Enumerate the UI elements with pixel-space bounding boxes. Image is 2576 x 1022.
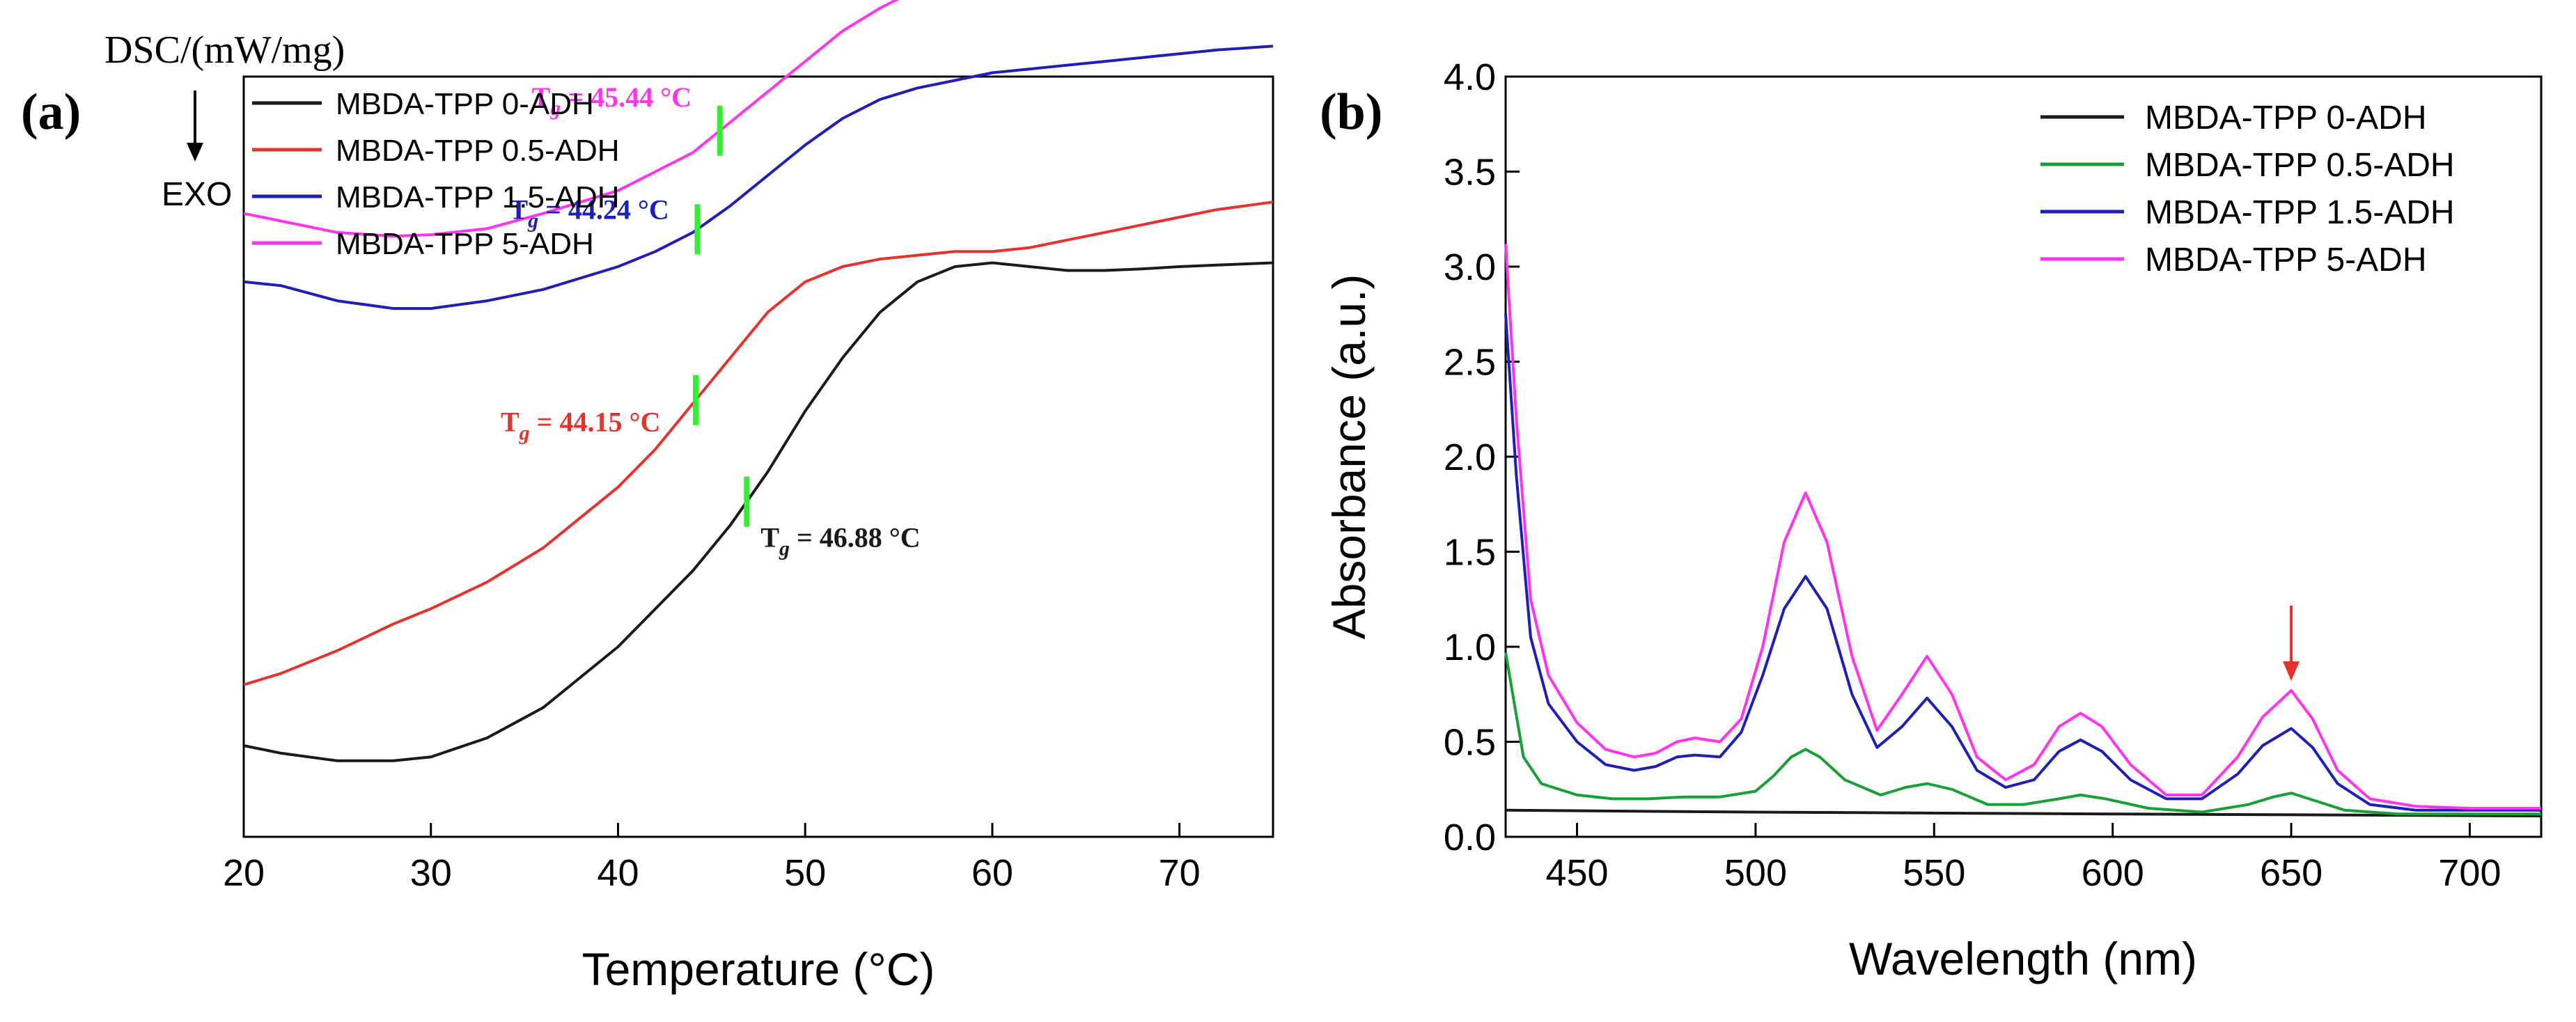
y-tick-label-0.0: 0.0 xyxy=(1444,817,1496,858)
x-tick-label-50: 50 xyxy=(784,852,826,894)
x-tick-label-60: 60 xyxy=(971,852,1013,894)
tg-label-4: Tg = 46.88 °C xyxy=(760,522,920,560)
arrow-head xyxy=(2283,661,2300,681)
x-tick-label-450: 450 xyxy=(1545,852,1608,894)
legend-label-mbda-tpp-0-5-adh: MBDA-TPP 0.5-ADH xyxy=(336,134,620,168)
panel-a-xlabel: Temperature (°C) xyxy=(582,943,935,995)
panel-a-plot-frame xyxy=(242,75,1274,838)
x-tick-label-40: 40 xyxy=(597,852,639,894)
panel-b-legend: MBDA-TPP 0-ADH MBDA-TPP 0.5-ADH MBDA-TPP 1… xyxy=(2040,100,2455,278)
y-tick-label-4.0: 4.0 xyxy=(1444,56,1496,98)
legend-label-mbda-tpp-5-adh: MBDA-TPP 5-ADH xyxy=(2145,242,2427,278)
panel-b: (b) 450 500 550 600 650 700 0.0 0.5 1.0 1.5 2.0 2.5… xyxy=(1320,56,2543,984)
x-tick-label-30: 30 xyxy=(410,852,452,894)
y-tick-label-2.5: 2.5 xyxy=(1444,342,1496,384)
tg-label-1: Tg = 45.44 °C xyxy=(532,81,692,120)
y-tick-label-2.0: 2.0 xyxy=(1444,437,1496,478)
panel-b-label: (b) xyxy=(1320,84,1382,141)
x-tick-label-700: 700 xyxy=(2438,852,2501,894)
x-tick-label-550: 550 xyxy=(1903,852,1965,894)
panel-a-tg-annotations: Tg = 45.44 °C Tg = 44.24 °C Tg = 44.15 °C T… xyxy=(501,81,921,560)
y-tick-label-3.0: 3.0 xyxy=(1444,246,1496,288)
y-tick-label-1.0: 1.0 xyxy=(1444,627,1496,668)
exo-arrow-head xyxy=(187,143,203,162)
series-line-mbda-tpp-0-adh xyxy=(1505,808,2542,817)
series-line-mbda-tpp-5-adh xyxy=(1504,244,2541,810)
panel-a-ylabel: DSC/(mW/mg) xyxy=(104,29,345,72)
series-line-mbda-tpp-0-5-adh xyxy=(1504,652,2541,816)
panel-a-x-ticks: 20 30 40 50 60 70 xyxy=(223,823,1201,894)
panel-a-legend: MBDA-TPP 0-ADH MBDA-TPP 0.5-ADH MBDA-TPP 1… xyxy=(252,87,620,261)
panel-a-series-lines xyxy=(243,0,1274,762)
tg-label-3: Tg = 44.15 °C xyxy=(501,407,660,445)
panel-b-ticks: 450 500 550 600 650 700 0.0 0.5 1.0 1.5 2.0 2.5 3.0 3… xyxy=(1444,56,2501,894)
legend-label-mbda-tpp-0-adh: MBDA-TPP 0-ADH xyxy=(336,87,594,121)
legend-label-mbda-tpp-0-adh: MBDA-TPP 0-ADH xyxy=(2145,100,2427,136)
panel-b-ylabel: Absorbance (a.u.) xyxy=(1323,274,1375,640)
y-tick-label-3.5: 3.5 xyxy=(1444,152,1496,194)
y-tick-label-1.5: 1.5 xyxy=(1444,532,1496,574)
legend-label-mbda-tpp-1-5-adh: MBDA-TPP 1.5-ADH xyxy=(336,180,620,214)
x-tick-label-20: 20 xyxy=(223,852,265,894)
series-line-mbda-tpp-5-adh xyxy=(243,0,900,238)
panel-a: (a) DSC/(mW/mg) EXO 20 30 40 50 60 70 Tg = 45… xyxy=(21,0,1274,995)
panel-b-red-arrow xyxy=(2283,606,2300,681)
panel-b-xlabel: Wavelength (nm) xyxy=(1849,933,2197,984)
series-line-mbda-tpp-0-5-adh xyxy=(243,201,1274,686)
series-line-mbda-tpp-0-adh xyxy=(243,261,1274,762)
exo-label: EXO xyxy=(162,176,232,213)
panel-a-label: (a) xyxy=(21,84,81,141)
tg-label-2: Tg = 44.24 °C xyxy=(509,194,669,232)
panel-b-plot-frame xyxy=(1504,75,2543,838)
x-tick-label-500: 500 xyxy=(1724,852,1787,894)
y-tick-label-0.5: 0.5 xyxy=(1444,722,1496,764)
legend-label-mbda-tpp-0-5-adh: MBDA-TPP 0.5-ADH xyxy=(2145,147,2455,184)
legend-label-mbda-tpp-1-5-adh: MBDA-TPP 1.5-ADH xyxy=(2145,194,2455,231)
series-line-mbda-tpp-1-5-adh xyxy=(243,45,1274,310)
series-line-mbda-tpp-1-5-adh xyxy=(1504,314,2541,812)
x-tick-label-650: 650 xyxy=(2260,852,2323,894)
panel-b-series-lines xyxy=(1504,244,2542,817)
legend-label-mbda-tpp-5-adh: MBDA-TPP 5-ADH xyxy=(336,227,594,261)
x-tick-label-600: 600 xyxy=(2082,852,2144,894)
x-tick-label-70: 70 xyxy=(1159,852,1201,894)
